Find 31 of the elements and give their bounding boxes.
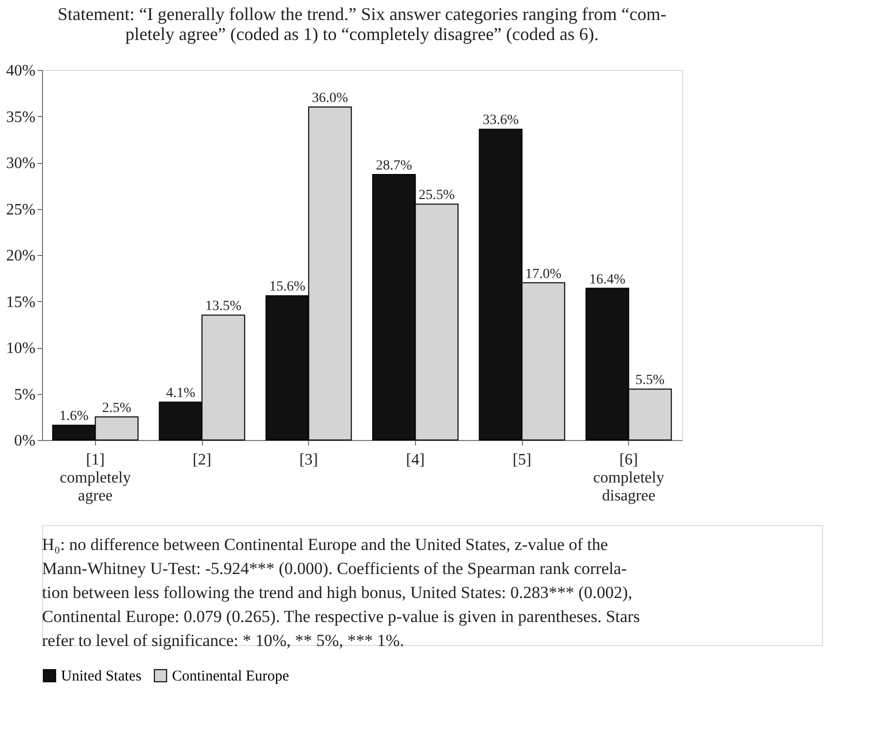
x-tick-label: [2] — [192, 452, 212, 468]
y-tick-label: 20% — [6, 248, 36, 264]
data-label: 17.0% — [525, 266, 562, 282]
data-label: 25.5% — [418, 188, 456, 204]
y-tick-label: 25% — [6, 201, 36, 218]
y-tick-label: 0% — [14, 432, 36, 450]
text: H₀: no difference between Continental Europe and the United States, z-value of the Mann-Whitney U-Test: -5.924*** (0.000). Coefficients of the Spearman rank correla- tion between less following the trend and high bonus, United States: 0.283*** (0.002), Continental Europe: 0.079 (0.265). The respective p-value is given in parentheses. Stars refer to level of significance: * 10%, ** 5%, *** 1%. — [42, 535, 640, 650]
legend-label: Continental Europe — [172, 668, 290, 685]
chart-title: Statement: “I generally follow the trend.” Six answer categories ranging from “com- pletely agree” (coded as 1) to “completely disagree” (coded as 6). — [58, 4, 666, 44]
y-tick-label: 10% — [6, 340, 36, 357]
y-tick-label: 30% — [6, 155, 36, 172]
y-tick-label: 15% — [6, 294, 36, 311]
data-label: 4.1% — [166, 386, 196, 402]
y-tick-label: 40% — [6, 62, 36, 80]
x-tick-label: [6] completely disagree — [593, 452, 664, 504]
y-tick-label: 5% — [14, 386, 36, 404]
x-tick-label: [3] — [299, 452, 318, 468]
data-label: 1.6% — [59, 409, 89, 424]
x-tick-label: [1] completely agree — [60, 452, 131, 504]
data-label: 13.5% — [205, 299, 242, 314]
x-tick-label: [4] — [406, 452, 425, 468]
data-label: 15.6% — [269, 280, 306, 295]
data-label: 2.5% — [102, 400, 132, 416]
x-tick-label: [5] — [512, 452, 532, 468]
legend-label: United States — [61, 668, 142, 685]
data-label: 36.0% — [312, 91, 348, 106]
y-tick-label: 35% — [6, 108, 36, 126]
data-label: 33.6% — [482, 113, 520, 128]
data-label: 16.4% — [589, 272, 626, 288]
data-label: 5.5% — [635, 373, 665, 388]
data-label: 28.7% — [376, 158, 412, 174]
